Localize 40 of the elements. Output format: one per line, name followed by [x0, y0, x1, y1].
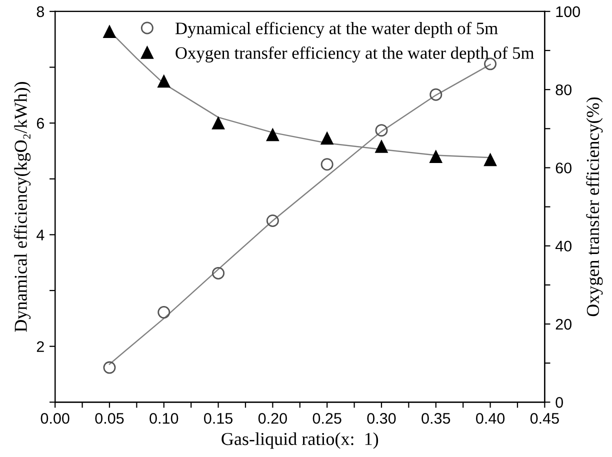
- x-tick-label: 0.10: [150, 412, 178, 424]
- legend-label: Dynamical efficiency at the water depth of 5m: [175, 22, 498, 38]
- y2-tick-label: 0: [556, 397, 563, 408]
- point: [158, 75, 170, 88]
- x-tick-label: 0.20: [258, 412, 287, 424]
- y-tick-label: 8: [36, 6, 44, 18]
- point: [266, 214, 279, 227]
- y2-axis-title: Oxygen transfer efficiency(%): [586, 97, 603, 316]
- y-axis-title: Dynamical efficiency(kgO₂/kWh)): [14, 82, 31, 332]
- y2-tick-label: 60: [556, 162, 572, 174]
- x-tick-label: 0.25: [312, 412, 342, 424]
- x-tick-label: 0.05: [95, 412, 124, 424]
- x-tick-label: 0.00: [40, 412, 70, 424]
- x-tick-label: 0.40: [476, 412, 505, 424]
- point: [212, 116, 225, 130]
- y2-tick-label: 40: [555, 240, 572, 252]
- legend-label: Oxygen transfer efficiency at the water depth of 5m: [176, 46, 534, 62]
- point: [103, 361, 116, 374]
- point: [375, 124, 388, 137]
- point: [212, 266, 225, 280]
- point: [430, 150, 442, 164]
- x-tick-label: 0.15: [204, 412, 233, 424]
- y-tick-label: 6: [36, 118, 44, 129]
- point: [375, 140, 388, 153]
- y2-tick-label: 80: [556, 84, 572, 96]
- x-tick-label: 0.45: [530, 412, 559, 424]
- y2-tick-label: 20: [556, 318, 572, 330]
- y-tick-label: 2: [36, 341, 44, 352]
- point: [430, 88, 442, 101]
- point: [158, 306, 170, 319]
- y-tick-label: 4: [36, 230, 44, 240]
- x-tick-label: 0.35: [422, 412, 450, 424]
- x-tick-label: 0.30: [367, 412, 396, 424]
- point: [484, 154, 497, 166]
- y2-tick-label: 100: [556, 6, 580, 18]
- point: [266, 128, 279, 142]
- x-axis-title: Gas-liquid ratio(x: 1): [222, 432, 378, 449]
- point: [320, 132, 334, 145]
- point: [103, 25, 116, 38]
- point: [320, 158, 334, 171]
